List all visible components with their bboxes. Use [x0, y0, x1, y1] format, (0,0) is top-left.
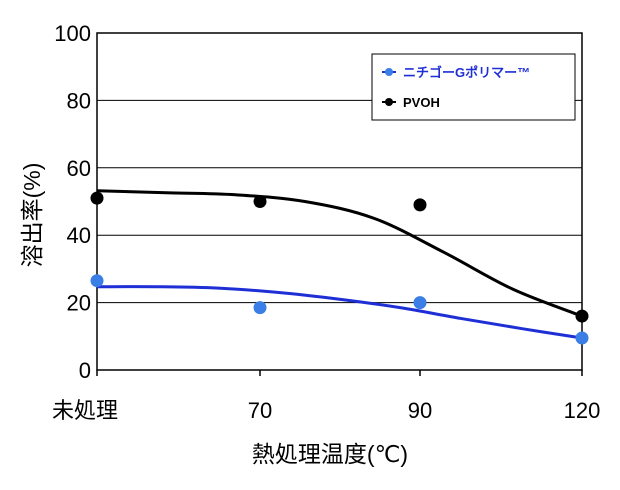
point-series1-3	[575, 309, 589, 323]
point-series0-0	[90, 274, 104, 288]
grid-lines	[97, 99, 582, 304]
trend-line-0	[96, 285, 583, 340]
y-axis-ticks: 0 20 40 60 80 100	[54, 21, 91, 383]
legend-label: PVOH	[403, 95, 440, 110]
y-tick-label: 20	[67, 291, 91, 316]
y-tick-label: 0	[79, 358, 91, 383]
point-series1-0	[90, 191, 104, 205]
legend-swatch-marker	[385, 68, 393, 76]
point-series0-2	[413, 296, 427, 310]
x-axis-ticks: 未処理 70 90 120	[52, 370, 600, 423]
x-axis-label: 熱処理温度(℃)	[252, 441, 408, 467]
y-tick-label: 80	[67, 88, 91, 113]
x-tick-label: 120	[564, 398, 601, 423]
legend: ニチゴーGポリマー™ PVOH	[371, 53, 576, 121]
trend-lines	[96, 189, 583, 340]
y-tick-label: 60	[67, 156, 91, 181]
point-series1-1	[253, 195, 267, 208]
x-tick-label: 90	[408, 398, 432, 423]
y-tick-label: 100	[54, 21, 91, 46]
point-series1-2	[413, 198, 427, 212]
y-axis-label: 溶出率(%)	[19, 163, 45, 268]
x-tick-label: 未処理	[52, 398, 118, 423]
trend-line-1	[96, 189, 583, 318]
data-points	[90, 191, 589, 345]
y-tick-label: 40	[67, 223, 91, 248]
legend-swatch-marker	[385, 98, 393, 106]
legend-box	[371, 53, 576, 121]
legend-label: ニチゴーGポリマー™	[403, 65, 530, 80]
point-series0-1	[253, 301, 267, 315]
point-series0-3	[575, 331, 589, 345]
x-tick-label: 70	[248, 398, 272, 423]
